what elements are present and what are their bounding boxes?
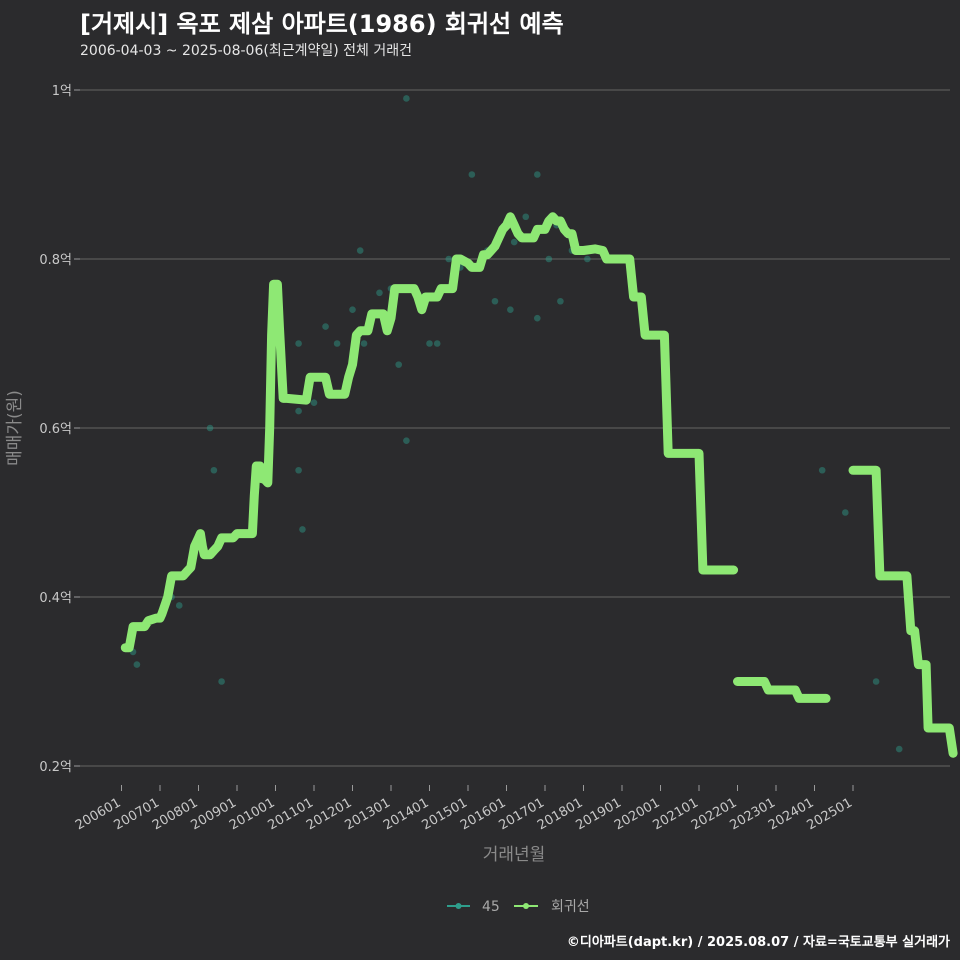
scatter-point-35 <box>534 171 541 178</box>
chart-title: [거제시] 옥포 제삼 아파트(1986) 회귀선 예측 <box>80 10 564 38</box>
legend-label-regression: 회귀선 <box>551 899 590 915</box>
scatter-point-15 <box>333 340 341 347</box>
scatter-point-26 <box>445 255 453 263</box>
scatter-point-1 <box>133 661 141 668</box>
scatter-point-14 <box>322 323 329 330</box>
scatter-point-33 <box>522 213 530 221</box>
legend-item-45: 45 <box>447 899 500 915</box>
scatter-point-13 <box>310 399 318 406</box>
regression-line-series <box>120 212 958 758</box>
scatter-point-11 <box>295 466 302 474</box>
scatter-point-4 <box>206 424 214 432</box>
scatter-point-16 <box>349 306 356 314</box>
scatter-point-34 <box>534 314 541 322</box>
scatter-point-9 <box>295 340 302 347</box>
scatter-point-24 <box>426 340 433 347</box>
regression-segment-2 <box>848 465 958 758</box>
scatter-point-28 <box>468 171 476 178</box>
legend-label-45: 45 <box>482 899 500 915</box>
scatter-point-38 <box>557 297 564 305</box>
legend-swatch-45-dot <box>455 903 462 909</box>
regression-segment-1 <box>733 677 831 703</box>
scatter-point-44 <box>895 745 903 753</box>
scatter-point-42 <box>842 509 849 516</box>
scatter-point-12 <box>299 526 306 533</box>
scatter-point-10 <box>295 407 302 415</box>
scatter-point-40 <box>584 255 591 263</box>
scatter-point-21 <box>395 361 403 368</box>
x-axis-title: 거래년월 <box>483 845 546 865</box>
scatter-point-6 <box>218 678 225 685</box>
scatter-point-18 <box>360 340 368 347</box>
source-caption: ©디아파트(dapt.kr) / 2025.08.07 / 자료=국토교통부 실… <box>566 935 950 950</box>
scatter-point-32 <box>510 238 518 246</box>
legend: 45 회귀선 <box>447 899 590 915</box>
scatter-point-23 <box>403 95 410 102</box>
scatter-point-43 <box>872 678 880 685</box>
grid-lines <box>74 89 950 767</box>
scatter-point-30 <box>491 297 499 305</box>
y-axis-title: 매매가(원) <box>5 390 25 466</box>
x-axis-ticks: 2006012007012008012009012010012011012012… <box>73 785 855 833</box>
scatter-point-19 <box>376 289 383 297</box>
chart-subtitle: 2006-04-03 ~ 2025-08-06(최근계약일) 전체 거래건 <box>80 43 412 59</box>
scatter-point-25 <box>433 340 441 347</box>
y-tick-label-4: 1억 <box>52 84 72 99</box>
legend-item-regression: 회귀선 <box>514 899 590 915</box>
scatter-point-22 <box>403 437 410 444</box>
scatter-point-41 <box>818 466 826 474</box>
y-axis-ticks: 0.2억 0.4억 0.6억 0.8억 1억 <box>39 84 72 775</box>
y-tick-label-0: 0.2억 <box>39 760 72 775</box>
y-tick-label-1: 0.4억 <box>39 591 72 606</box>
y-tick-label-2: 0.6억 <box>39 422 72 437</box>
scatter-point-36 <box>545 255 553 263</box>
y-tick-label-3: 0.8억 <box>39 253 72 268</box>
regression-segment-0 <box>120 212 739 653</box>
scatter-point-5 <box>210 466 218 474</box>
legend-swatch-regression-dot <box>523 903 529 909</box>
scatter-point-17 <box>356 247 364 254</box>
scatter-point-3 <box>175 602 183 609</box>
scatter-series-45 <box>129 95 903 753</box>
scatter-point-31 <box>507 306 514 314</box>
